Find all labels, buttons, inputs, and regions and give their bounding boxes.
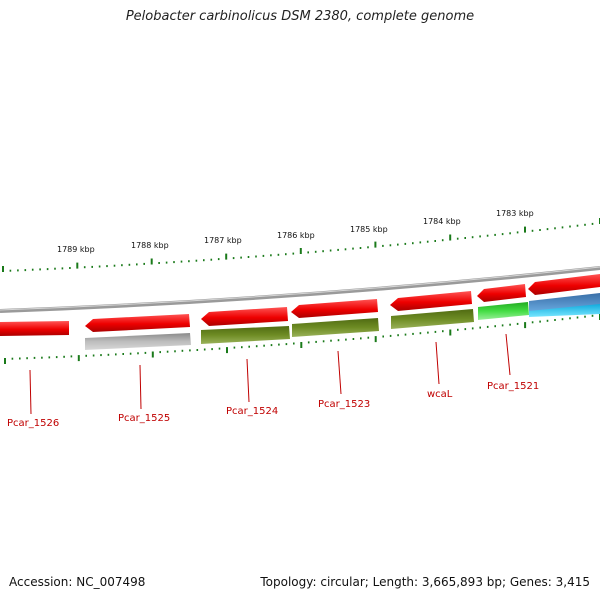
gene-pcar-1524[interactable] [201,307,288,326]
gene-next-forward[interactable] [528,274,600,295]
forward-strand-genes [0,274,600,336]
leader-pcar-1523 [337,350,342,395]
leader-wcal [435,341,440,385]
feature-wcal[interactable] [391,309,474,329]
gene-label-pcar-1526[interactable]: Pcar_1526 [7,418,59,429]
kbp-label: 1783 kbp [496,209,534,218]
gene-label-wcal[interactable]: wcaL [427,389,453,400]
gene-label-leaders [29,333,511,415]
genome-backbone [0,266,600,313]
gene-label-pcar-1525[interactable]: Pcar_1525 [118,413,170,424]
map-title: Pelobacter carbinolicus DSM 2380, comple… [125,9,475,24]
kbp-label: 1786 kbp [277,231,315,240]
gene-wcal[interactable] [390,291,472,311]
kbp-label: 1788 kbp [131,241,169,250]
gene-label-pcar-1521[interactable]: Pcar_1521 [487,381,539,392]
feature-annotation-band [85,293,600,350]
kbp-label: 1784 kbp [423,217,461,226]
feature-pcar-1525[interactable] [85,333,191,350]
kbp-scale-labels: 1789 kbp 1788 kbp 1787 kbp 1786 kbp 1785… [57,209,534,254]
feature-pcar-1524[interactable] [201,326,290,344]
leader-pcar-1521 [505,333,511,376]
genome-backbone-highlight [0,266,600,311]
accession-text: Accession: NC_007498 [9,575,146,589]
outer-position-ticks [2,218,600,272]
leader-pcar-1524 [246,358,250,403]
kbp-label: 1787 kbp [204,236,242,245]
gene-labels: Pcar_1526 Pcar_1525 Pcar_1524 Pcar_1523 … [7,381,539,429]
gene-label-pcar-1524[interactable]: Pcar_1524 [226,406,278,417]
feature-next-cyan[interactable] [529,304,600,317]
gene-pcar-1526[interactable] [0,321,69,336]
inner-position-ticks [4,314,600,364]
genome-summary-text: Topology: circular; Length: 3,665,893 bp… [260,575,590,589]
feature-next-blue[interactable] [529,293,600,312]
feature-pcar-1523[interactable] [292,318,379,337]
kbp-label: 1785 kbp [350,225,388,234]
gene-label-pcar-1523[interactable]: Pcar_1523 [318,399,370,410]
kbp-label: 1789 kbp [57,245,95,254]
leader-pcar-1526 [29,369,32,415]
gene-pcar-1525[interactable] [85,314,190,332]
gene-pcar-1521[interactable] [477,284,526,302]
gene-pcar-1523[interactable] [291,299,378,318]
feature-pcar-1521[interactable] [478,302,529,320]
leader-pcar-1525 [139,364,142,410]
